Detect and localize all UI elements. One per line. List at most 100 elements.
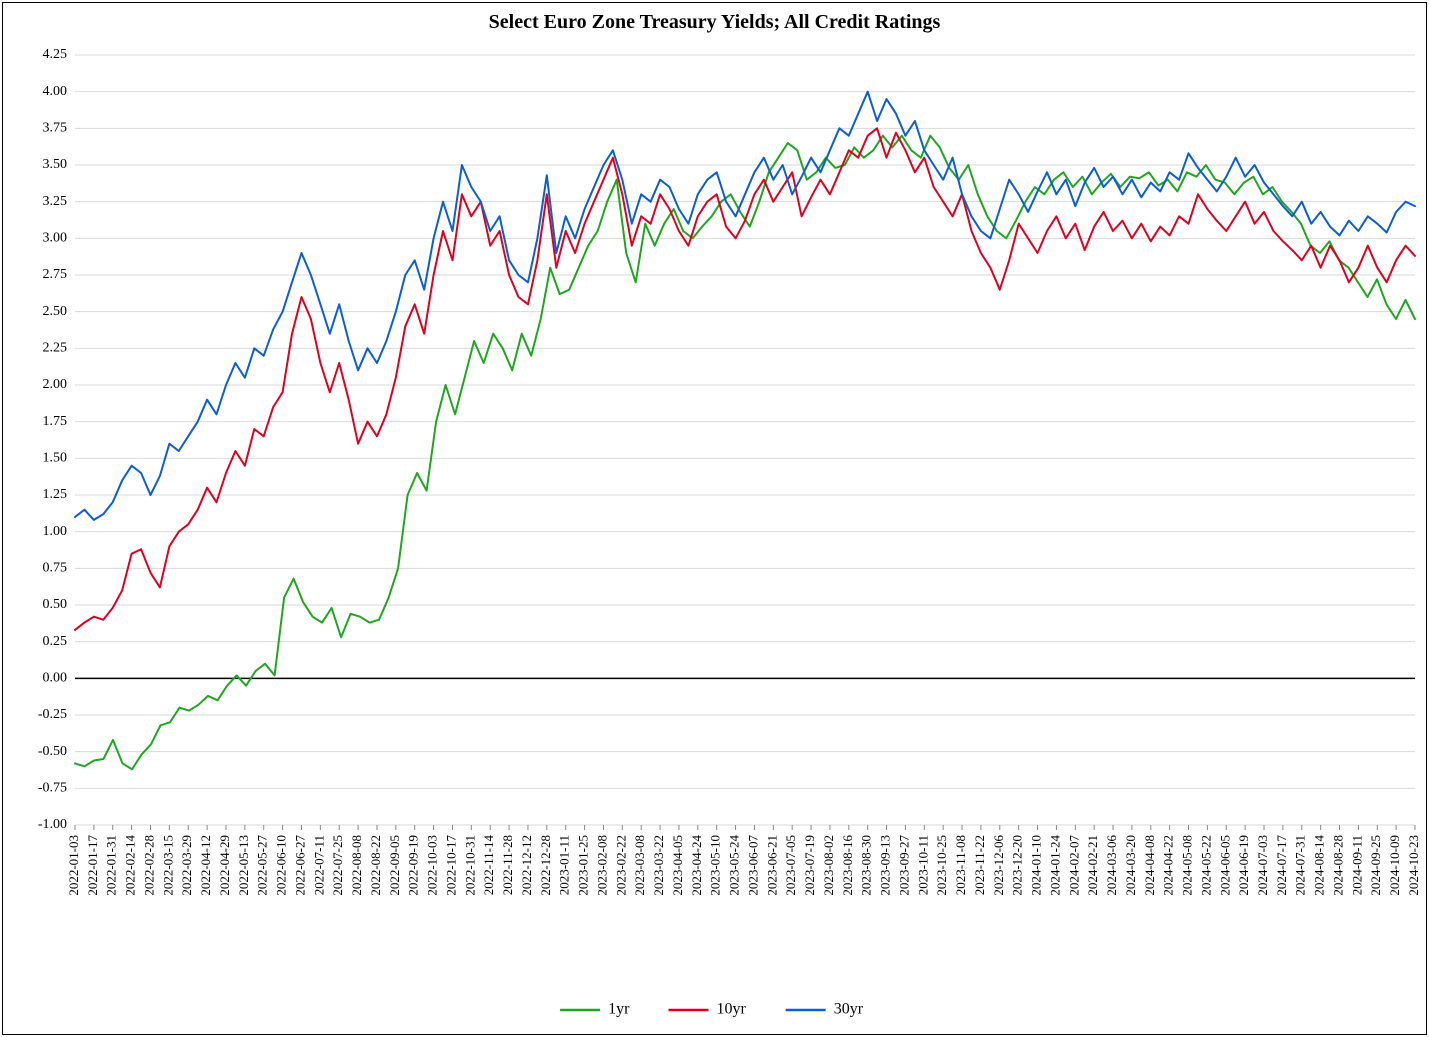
x-tick-label: 2023-01-25 [576,835,591,896]
x-tick-label: 2024-06-05 [1217,835,1232,896]
x-tick-label: 2022-09-19 [406,835,421,896]
x-tick-label: 2022-08-22 [368,835,383,896]
y-tick-label: -1.00 [38,817,67,832]
y-tick-label: 0.25 [43,634,68,649]
x-tick-label: 2023-08-02 [821,835,836,896]
x-tick-label: 2022-10-31 [462,835,477,896]
x-tick-label: 2023-12-20 [1010,835,1025,896]
x-tick-label: 2024-04-08 [1142,835,1157,896]
x-tick-label: 2023-02-08 [594,835,609,896]
y-tick-label: 2.00 [43,377,68,392]
x-tick-label: 2023-01-11 [557,835,572,895]
x-tick-label: 2024-07-03 [1255,835,1270,896]
x-tick-label: 2024-07-17 [1274,835,1289,896]
y-tick-label: 0.75 [43,561,68,576]
x-tick-label: 2023-02-22 [613,835,628,896]
y-tick-label: 1.00 [43,524,68,539]
x-tick-label: 2024-07-31 [1293,835,1308,896]
x-tick-label: 2024-03-20 [1123,835,1138,896]
x-tick-label: 2023-05-10 [708,835,723,896]
y-tick-label: 4.25 [43,47,68,62]
x-tick-label: 2022-10-17 [443,835,458,896]
series-10yr [75,128,1415,630]
chart-title: Select Euro Zone Treasury Yields; All Cr… [489,11,941,33]
y-tick-label: 4.00 [43,84,68,99]
series-30yr [75,92,1415,520]
x-tick-label: 2023-11-08 [953,835,968,895]
x-tick-label: 2023-06-21 [764,835,779,896]
legend: 1yr10yr30yr [560,1001,864,1018]
x-tick-label: 2022-11-14 [481,835,496,896]
x-tick-label: 2024-05-08 [1180,835,1195,896]
x-tick-label: 2023-09-27 [896,835,911,896]
x-tick-label: 2022-02-28 [141,835,156,896]
x-tick-label: 2022-12-28 [538,835,553,896]
legend-label: 30yr [834,1001,864,1018]
y-tick-label: 3.50 [43,157,68,172]
x-tick-label: 2022-01-03 [66,835,81,896]
x-tick-label: 2023-10-11 [915,835,930,895]
x-tick-label: 2023-10-25 [934,835,949,896]
x-tick-label: 2023-05-24 [727,835,742,896]
y-tick-label: 0.00 [43,671,68,686]
y-tick-label: 1.25 [43,487,68,502]
x-tick-label: 2024-09-11 [1349,835,1364,895]
x-tick-label: 2022-01-17 [85,835,100,896]
y-tick-label: 2.50 [43,304,68,319]
x-tick-label: 2023-03-08 [632,835,647,896]
y-tick-label: -0.50 [38,744,67,759]
y-tick-label: 2.75 [43,267,68,282]
y-tick-label: 3.25 [43,194,68,209]
y-axis: -1.00 -0.75 -0.50 -0.25 0.00 0.25 0.50 0.75 1.00… [38,47,1415,832]
x-tick-label: 2022-02-14 [123,835,138,896]
y-tick-label: -0.75 [38,781,67,796]
x-tick-label: 2023-11-22 [972,835,987,895]
x-tick-label: 2023-12-06 [991,835,1006,896]
x-tick-label: 2024-02-21 [1085,835,1100,896]
x-axis: 2022-01-03 2022-01-17 2022-01-31 2022-02-14… [66,825,1421,896]
x-tick-label: 2022-12-12 [519,835,534,896]
x-tick-label: 2024-09-25 [1368,835,1383,896]
x-tick-label: 2024-02-07 [1066,835,1081,896]
x-tick-label: 2023-04-05 [670,835,685,896]
x-tick-label: 2022-06-10 [274,835,289,896]
x-tick-label: 2024-05-22 [1198,835,1213,896]
x-tick-label: 2022-07-25 [330,835,345,896]
chart-container: Select Euro Zone Treasury Yields; All Cr… [0,0,1429,1037]
y-tick-label: 2.25 [43,341,68,356]
x-tick-label: 2024-06-19 [1236,835,1251,896]
x-tick-label: 2022-01-31 [104,835,119,896]
x-tick-label: 2022-07-11 [311,835,326,895]
x-tick-label: 2023-07-05 [783,835,798,896]
x-tick-label: 2023-08-30 [859,835,874,896]
series-group [75,92,1415,770]
x-tick-label: 2022-03-15 [160,835,175,896]
x-tick-label: 2022-04-12 [198,835,213,896]
y-tick-label: 0.50 [43,597,68,612]
legend-label: 10yr [717,1001,747,1018]
x-tick-label: 2022-10-03 [425,835,440,896]
x-tick-label: 2022-05-27 [255,835,270,896]
y-tick-label: -0.25 [38,707,67,722]
x-tick-label: 2022-08-08 [349,835,364,896]
y-tick-label: 1.50 [43,451,68,466]
x-tick-label: 2024-10-23 [1406,835,1421,896]
y-tick-label: 3.75 [43,121,68,136]
y-tick-label: 1.75 [43,414,68,429]
x-tick-label: 2022-05-13 [236,835,251,896]
x-tick-label: 2023-03-22 [651,835,666,896]
x-tick-label: 2022-03-29 [179,835,194,896]
x-tick-label: 2022-04-29 [217,835,232,896]
x-tick-label: 2024-01-24 [1047,835,1062,896]
x-tick-label: 2023-09-13 [878,835,893,896]
y-tick-label: 3.00 [43,231,68,246]
x-tick-label: 2022-11-28 [500,835,515,895]
x-tick-label: 2023-08-16 [840,835,855,896]
x-tick-label: 2023-06-07 [745,835,760,896]
x-tick-label: 2022-09-05 [387,835,402,896]
x-tick-label: 2024-08-28 [1330,835,1345,896]
x-tick-label: 2024-04-22 [1161,835,1176,896]
x-tick-label: 2024-08-14 [1312,835,1327,896]
x-tick-label: 2024-03-06 [1104,835,1119,896]
x-tick-label: 2022-06-27 [292,835,307,896]
